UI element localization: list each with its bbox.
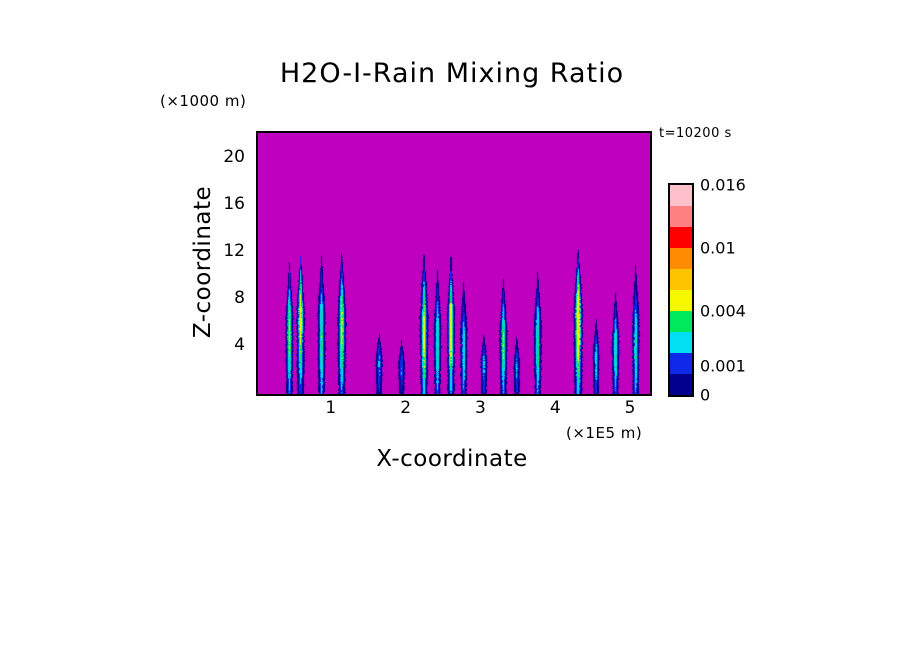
heatmap-canvas xyxy=(258,133,650,394)
x-axis-minor-tick xyxy=(463,131,465,133)
y-axis-minor-tick xyxy=(650,228,652,230)
colorbar-segment xyxy=(670,248,692,269)
colorbar-segment xyxy=(670,185,692,206)
x-axis-minor-tick xyxy=(575,394,577,396)
colorbar-tick-label: 0.001 xyxy=(700,356,746,376)
x-axis-minor-tick xyxy=(519,131,521,133)
x-axis-minor-tick xyxy=(538,131,540,133)
x-axis-minor-tick xyxy=(612,131,614,133)
x-axis-units-label: (×1E5 m) xyxy=(566,424,643,442)
y-axis-units-label: (×1000 m) xyxy=(160,92,247,110)
x-axis-minor-tick xyxy=(500,394,502,396)
x-axis-minor-tick xyxy=(313,394,315,396)
y-tick-label: 4 xyxy=(234,334,245,355)
colorbar-segment xyxy=(670,206,692,227)
y-axis-tick xyxy=(256,158,258,160)
colorbar-segment xyxy=(670,269,692,290)
y-tick-label: 20 xyxy=(223,146,245,167)
x-axis-tick xyxy=(631,394,633,396)
page-title: H2O-I-Rain Mixing Ratio xyxy=(279,58,625,89)
y-tick-label: 16 xyxy=(223,193,245,214)
x-axis-tick xyxy=(556,394,558,396)
x-tick-label: 4 xyxy=(549,398,561,418)
x-axis-minor-tick xyxy=(388,131,390,133)
y-axis-tick xyxy=(256,205,258,207)
y-axis-tick xyxy=(650,252,652,254)
x-axis-minor-tick xyxy=(388,394,390,396)
x-axis-minor-tick xyxy=(594,394,596,396)
colorbar-tick-label: 0 xyxy=(700,385,711,405)
colorbar-segment xyxy=(670,311,692,332)
x-axis-minor-tick xyxy=(351,394,353,396)
y-axis-tick xyxy=(256,252,258,254)
x-axis-minor-tick xyxy=(594,131,596,133)
x-axis-minor-tick xyxy=(612,394,614,396)
y-axis-minor-tick xyxy=(650,275,652,277)
x-axis-tick xyxy=(631,131,633,133)
x-axis-minor-tick xyxy=(313,131,315,133)
y-axis-minor-tick xyxy=(256,134,258,136)
x-axis-tick xyxy=(407,394,409,396)
y-axis-title: Z-coordinate xyxy=(188,131,218,392)
x-axis-minor-tick xyxy=(538,394,540,396)
x-axis-tick xyxy=(556,131,558,133)
time-annotation: t=10200 s xyxy=(659,126,732,141)
x-axis-tick xyxy=(407,131,409,133)
y-axis-minor-tick xyxy=(256,181,258,183)
x-axis-minor-tick xyxy=(369,394,371,396)
x-tick-label: 2 xyxy=(400,398,412,418)
x-axis-minor-tick xyxy=(444,394,446,396)
x-tick-label: 1 xyxy=(325,398,337,418)
y-axis-title-text: Z-coordinate xyxy=(190,185,217,338)
x-axis-minor-tick xyxy=(294,394,296,396)
x-axis-tick xyxy=(332,131,334,133)
colorbar-tick-label: 0.004 xyxy=(700,301,746,321)
x-axis-tick xyxy=(481,394,483,396)
colorbar-tick-label: 0.01 xyxy=(700,238,736,258)
colorbar-segment xyxy=(670,227,692,248)
y-axis-minor-tick xyxy=(256,228,258,230)
x-axis-minor-tick xyxy=(463,394,465,396)
colorbar-segment xyxy=(670,374,692,395)
y-axis-tick xyxy=(650,346,652,348)
y-axis-minor-tick xyxy=(256,369,258,371)
x-axis-tick xyxy=(332,394,334,396)
x-tick-label: 3 xyxy=(475,398,486,418)
x-axis-title: X-coordinate xyxy=(376,446,528,472)
x-axis-minor-tick xyxy=(519,394,521,396)
x-axis-minor-tick xyxy=(575,131,577,133)
y-tick-label: 12 xyxy=(223,240,245,261)
y-axis-minor-tick xyxy=(650,134,652,136)
y-axis-minor-tick xyxy=(650,322,652,324)
colorbar-segment xyxy=(670,290,692,311)
x-axis-minor-tick xyxy=(425,394,427,396)
y-axis-tick xyxy=(256,299,258,301)
y-axis-minor-tick xyxy=(256,275,258,277)
colorbar xyxy=(668,183,694,397)
y-axis-minor-tick xyxy=(650,181,652,183)
y-axis-tick xyxy=(650,205,652,207)
x-axis-minor-tick xyxy=(425,131,427,133)
y-tick-label: 8 xyxy=(234,287,245,308)
x-axis-minor-tick xyxy=(500,131,502,133)
x-axis-minor-tick xyxy=(351,131,353,133)
x-axis-minor-tick xyxy=(369,131,371,133)
y-axis-tick xyxy=(256,346,258,348)
plot-area xyxy=(256,131,652,396)
colorbar-tick-label: 0.016 xyxy=(700,175,746,195)
x-axis-minor-tick xyxy=(444,131,446,133)
y-axis-minor-tick xyxy=(256,322,258,324)
colorbar-segment xyxy=(670,353,692,374)
y-axis-tick xyxy=(650,158,652,160)
x-axis-minor-tick xyxy=(294,131,296,133)
x-axis-minor-tick xyxy=(276,394,278,396)
y-axis-tick xyxy=(650,299,652,301)
x-axis-minor-tick xyxy=(276,131,278,133)
x-tick-label: 5 xyxy=(624,398,636,418)
y-axis-minor-tick xyxy=(650,369,652,371)
colorbar-segment xyxy=(670,332,692,353)
x-axis-tick xyxy=(481,131,483,133)
